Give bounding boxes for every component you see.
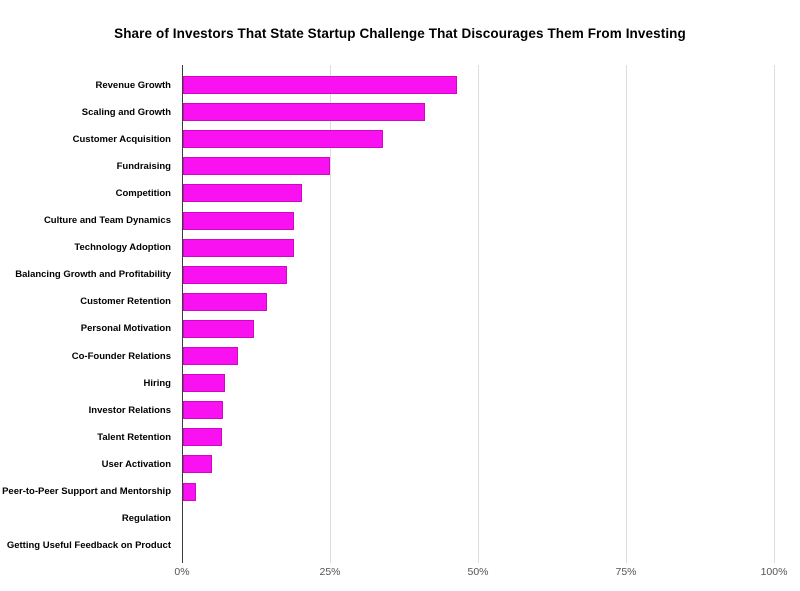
bar xyxy=(183,292,267,311)
category-label: Investor Relations xyxy=(88,404,171,416)
category-label: Peer-to-Peer Support and Mentorship xyxy=(2,486,171,498)
chart-title: Share of Investors That State Startup Ch… xyxy=(114,26,686,41)
category-label: Customer Acquisition xyxy=(72,133,171,145)
category-label: Fundraising xyxy=(116,160,171,172)
x-gridline xyxy=(626,65,627,563)
bar xyxy=(183,455,212,474)
bar xyxy=(183,211,295,230)
x-tick-label: 25% xyxy=(319,566,341,578)
x-gridline xyxy=(478,65,479,563)
category-label: Co-Founder Relations xyxy=(71,350,171,362)
bar xyxy=(183,238,295,257)
category-label: Talent Retention xyxy=(97,431,171,443)
category-label: User Activation xyxy=(101,458,171,470)
bar xyxy=(183,103,425,122)
category-label: Customer Retention xyxy=(80,296,171,308)
bar xyxy=(183,428,222,447)
category-label: Scaling and Growth xyxy=(81,106,171,118)
x-tick-label: 75% xyxy=(615,566,637,578)
category-label: Getting Useful Feedback on Product xyxy=(6,540,171,552)
x-tick-label: 0% xyxy=(174,566,190,578)
category-label: Regulation xyxy=(121,513,171,525)
y-axis-line xyxy=(182,65,183,563)
bar xyxy=(183,401,223,420)
bar xyxy=(183,347,239,366)
bar xyxy=(183,319,254,338)
category-label: Revenue Growth xyxy=(95,79,172,91)
bar xyxy=(183,482,197,501)
x-gridline xyxy=(330,65,331,563)
category-label: Hiring xyxy=(143,377,171,389)
x-tick-label: 100% xyxy=(760,566,788,578)
bar xyxy=(183,157,330,176)
category-label: Technology Adoption xyxy=(74,242,171,254)
x-tick-label: 50% xyxy=(467,566,489,578)
bar xyxy=(183,184,303,203)
category-label: Culture and Team Dynamics xyxy=(43,215,171,227)
x-gridline xyxy=(774,65,775,563)
category-label: Balancing Growth and Profitability xyxy=(15,269,171,281)
category-label: Competition xyxy=(115,187,171,199)
category-label: Personal Motivation xyxy=(80,323,171,335)
bar xyxy=(183,265,287,284)
bar xyxy=(183,76,458,95)
bar xyxy=(183,374,225,393)
bar xyxy=(183,130,384,149)
